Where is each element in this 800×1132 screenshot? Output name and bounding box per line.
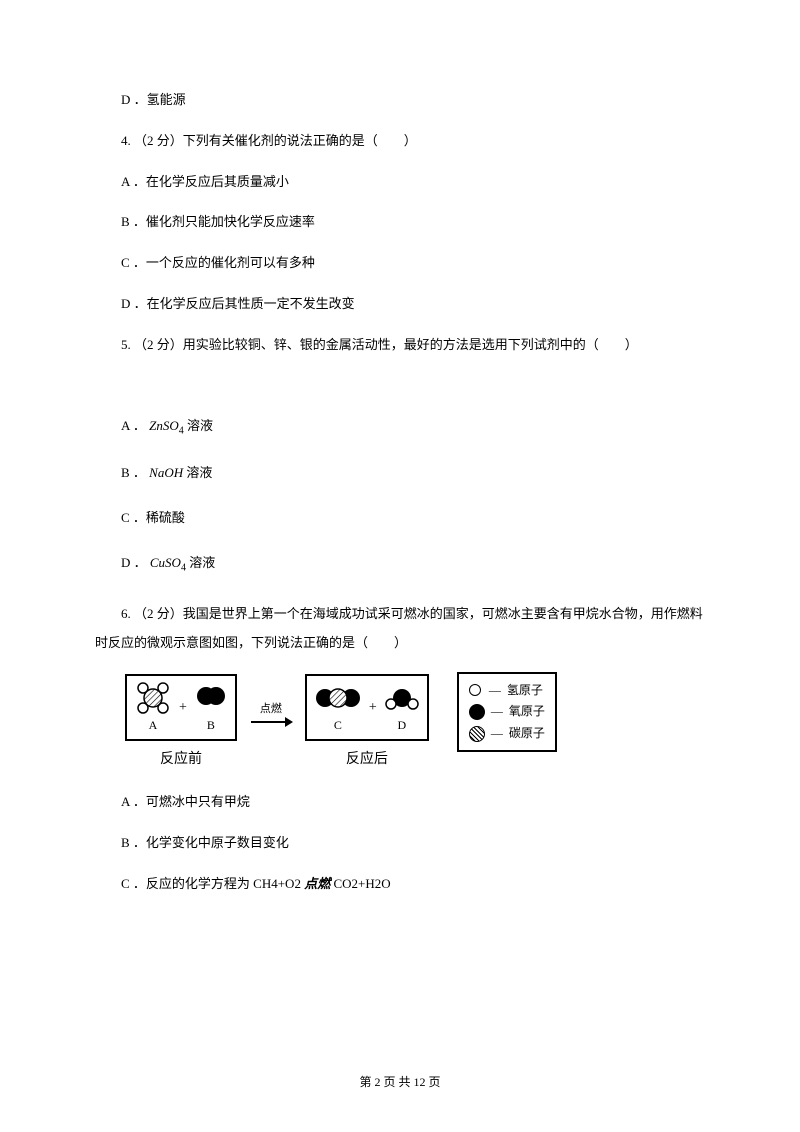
q4-option-a: A ．在化学反应后其质量减小 xyxy=(95,172,705,193)
before-label: 反应前 xyxy=(160,749,202,771)
q5a-prefix: A ． xyxy=(121,418,146,433)
q5b-formula: NaOH xyxy=(149,465,183,480)
q5d-prefix: D ． xyxy=(121,555,147,570)
legend-o: — 氧原子 xyxy=(469,701,545,723)
reaction-arrow: 点燃 xyxy=(251,701,291,723)
q6c-dianran: 点燃 xyxy=(304,876,330,891)
plus-icon: + xyxy=(369,697,377,719)
molecule-o2 xyxy=(195,680,227,716)
q4-option-b: B ．催化剂只能加快化学反应速率 xyxy=(95,212,705,233)
mol-label-d: D xyxy=(397,716,406,735)
q5d-suffix: 溶液 xyxy=(189,555,215,570)
q5b-suffix: 溶液 xyxy=(186,465,212,480)
q5a-suffix: 溶液 xyxy=(187,418,213,433)
page-footer: 第 2 页 共 12 页 xyxy=(0,1073,800,1092)
q5-option-a: A ． ZnSO4 溶液 xyxy=(95,416,705,440)
q5-option-d: D ． CuSO4 溶液 xyxy=(95,553,705,577)
mol-label-b: B xyxy=(207,716,215,735)
legend-c: — 碳原子 xyxy=(469,723,545,745)
legend-h-label: 氢原子 xyxy=(507,680,543,702)
products-box: C + D xyxy=(305,674,429,741)
q5a-sub: 4 xyxy=(179,425,184,436)
q6c-prefix: C ．反应的化学方程为 CH4+O2 xyxy=(121,876,304,891)
q5a-formula: ZnSO xyxy=(149,418,179,433)
legend-box: — 氢原子 — 氧原子 — 碳原子 xyxy=(457,672,557,753)
carbon-atom-icon xyxy=(469,726,485,742)
legend-o-label: 氧原子 xyxy=(509,701,545,723)
molecule-ch4 xyxy=(135,680,171,716)
after-label: 反应后 xyxy=(346,749,388,771)
q5-stem: 5. （2 分）用实验比较铜、锌、银的金属活动性，最好的方法是选用下列试剂中的（… xyxy=(95,335,705,356)
q3-option-d: D ．氢能源 xyxy=(95,90,705,111)
q5d-formula: CuSO xyxy=(150,555,181,570)
q6-option-a: A ．可燃冰中只有甲烷 xyxy=(95,792,705,813)
molecule-co2 xyxy=(315,680,361,716)
plus-icon: + xyxy=(179,697,187,719)
q5-option-c: C ．稀硫酸 xyxy=(95,508,705,529)
mol-label-c: C xyxy=(334,716,342,735)
hydrogen-atom-icon xyxy=(469,684,481,696)
q6-stem: 6. （2 分）我国是世界上第一个在海域成功试采可燃冰的国家，可燃冰主要含有甲烷… xyxy=(95,600,705,657)
q6-option-b: B ．化学变化中原子数目变化 xyxy=(95,833,705,854)
q5-option-b: B ． NaOH 溶液 xyxy=(95,463,705,484)
q6c-suffix: CO2+H2O xyxy=(333,876,390,891)
q4-option-c: C ．一个反应的催化剂可以有多种 xyxy=(95,253,705,274)
q4-stem: 4. （2 分）下列有关催化剂的说法正确的是（ ） xyxy=(95,131,705,152)
q5d-sub: 4 xyxy=(181,562,186,573)
oxygen-atom-icon xyxy=(469,704,485,720)
arrow-label: 点燃 xyxy=(260,701,282,719)
q4-option-d: D ．在化学反应后其性质一定不发生改变 xyxy=(95,294,705,315)
mol-label-a: A xyxy=(149,716,158,735)
reactants-box: A + B xyxy=(125,674,237,741)
q5b-prefix: B ． xyxy=(121,465,146,480)
legend-h: — 氢原子 xyxy=(469,680,545,702)
q6-option-c: C ．反应的化学方程为 CH4+O2 点燃 CO2+H2O xyxy=(95,874,705,895)
molecule-h2o xyxy=(385,680,419,716)
reaction-diagram: A + B 反应前 点燃 xyxy=(125,672,705,775)
legend-c-label: 碳原子 xyxy=(509,723,545,745)
